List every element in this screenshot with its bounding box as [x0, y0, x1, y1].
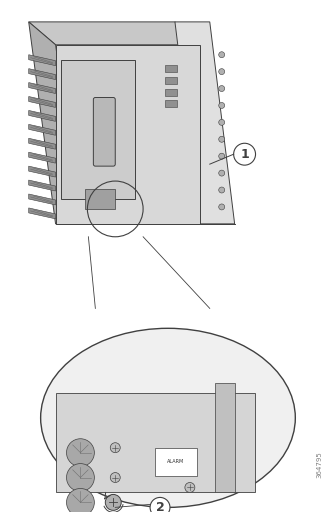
Circle shape: [219, 136, 225, 142]
Text: ALARM: ALARM: [167, 459, 185, 464]
Circle shape: [219, 68, 225, 75]
Circle shape: [219, 153, 225, 159]
Polygon shape: [29, 22, 200, 45]
Circle shape: [219, 204, 225, 210]
Bar: [61, 60, 135, 199]
Circle shape: [110, 473, 120, 483]
Polygon shape: [29, 208, 55, 219]
Circle shape: [110, 443, 120, 453]
Text: 1: 1: [240, 148, 249, 161]
Bar: [165, 89, 177, 95]
Polygon shape: [29, 124, 55, 135]
Polygon shape: [29, 152, 55, 163]
FancyBboxPatch shape: [93, 97, 115, 166]
Text: 2: 2: [156, 501, 164, 514]
Polygon shape: [29, 22, 80, 224]
Ellipse shape: [41, 328, 295, 507]
Polygon shape: [29, 139, 55, 149]
Polygon shape: [29, 166, 55, 177]
Circle shape: [67, 439, 94, 467]
Circle shape: [105, 494, 121, 510]
Polygon shape: [29, 68, 55, 80]
Polygon shape: [29, 82, 55, 94]
Bar: [165, 65, 177, 72]
Polygon shape: [29, 110, 55, 122]
Circle shape: [219, 187, 225, 193]
Polygon shape: [175, 22, 235, 224]
Circle shape: [150, 497, 170, 515]
Bar: [85, 189, 115, 209]
Bar: [165, 77, 177, 83]
Circle shape: [219, 85, 225, 92]
Polygon shape: [29, 96, 55, 108]
Circle shape: [219, 170, 225, 176]
Text: 364795: 364795: [316, 451, 322, 477]
Circle shape: [110, 497, 120, 507]
Circle shape: [67, 464, 94, 491]
Polygon shape: [29, 180, 55, 191]
Circle shape: [185, 483, 195, 492]
Circle shape: [234, 143, 256, 165]
Circle shape: [219, 52, 225, 58]
Circle shape: [219, 102, 225, 109]
Polygon shape: [29, 194, 55, 205]
Polygon shape: [55, 45, 200, 224]
Polygon shape: [29, 55, 55, 65]
Circle shape: [67, 488, 94, 515]
Bar: [215, 383, 235, 492]
Bar: [155, 448, 197, 475]
Bar: [165, 100, 177, 108]
Circle shape: [219, 119, 225, 125]
Bar: [55, 393, 255, 492]
